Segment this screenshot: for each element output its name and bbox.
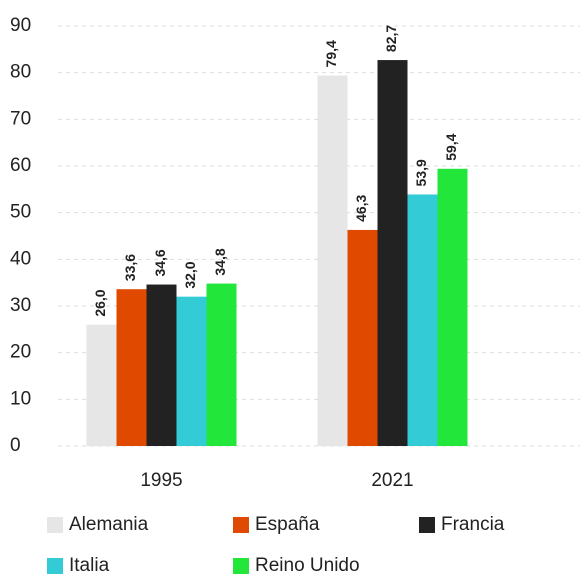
value-label: 34,6 [152, 249, 168, 276]
legend-label: España [255, 514, 320, 535]
value-label: 33,6 [122, 254, 138, 281]
bar [437, 168, 468, 447]
legend-swatch [233, 558, 249, 574]
value-label: 82,7 [383, 25, 399, 52]
legend-label: Italia [69, 555, 110, 576]
y-tick-label: 40 [10, 248, 31, 269]
bar [86, 324, 117, 446]
value-label: 34,8 [212, 248, 228, 275]
y-tick-label: 0 [10, 435, 21, 456]
x-tick-label: 1995 [140, 470, 182, 491]
legend-swatch [47, 558, 63, 574]
legend-swatch [233, 517, 249, 533]
y-tick-label: 80 [10, 62, 31, 83]
value-label: 32,0 [182, 261, 198, 288]
y-tick-label: 90 [10, 15, 31, 36]
legend-swatch [419, 517, 435, 533]
value-label: 46,3 [353, 194, 369, 221]
y-tick-label: 50 [10, 202, 31, 223]
y-tick-label: 70 [10, 108, 31, 129]
legend-label: Alemania [69, 514, 149, 535]
y-tick-label: 20 [10, 342, 31, 363]
y-tick-label: 30 [10, 295, 31, 316]
x-tick-label: 2021 [371, 470, 413, 491]
y-tick-label: 60 [10, 155, 31, 176]
bar [116, 289, 147, 446]
bar [347, 229, 378, 446]
value-label: 59,4 [443, 133, 459, 160]
legend-swatch [47, 517, 63, 533]
value-label: 79,4 [323, 40, 339, 67]
bar [176, 296, 207, 446]
legend-label: Francia [441, 514, 505, 535]
bar [377, 60, 408, 447]
bar [407, 194, 438, 446]
legend-label: Reino Unido [255, 555, 360, 576]
y-tick-label: 10 [10, 388, 31, 409]
bar [146, 284, 177, 446]
bar [317, 75, 348, 446]
value-label: 53,9 [413, 159, 429, 186]
value-label: 26,0 [92, 289, 108, 316]
bar [206, 283, 237, 446]
